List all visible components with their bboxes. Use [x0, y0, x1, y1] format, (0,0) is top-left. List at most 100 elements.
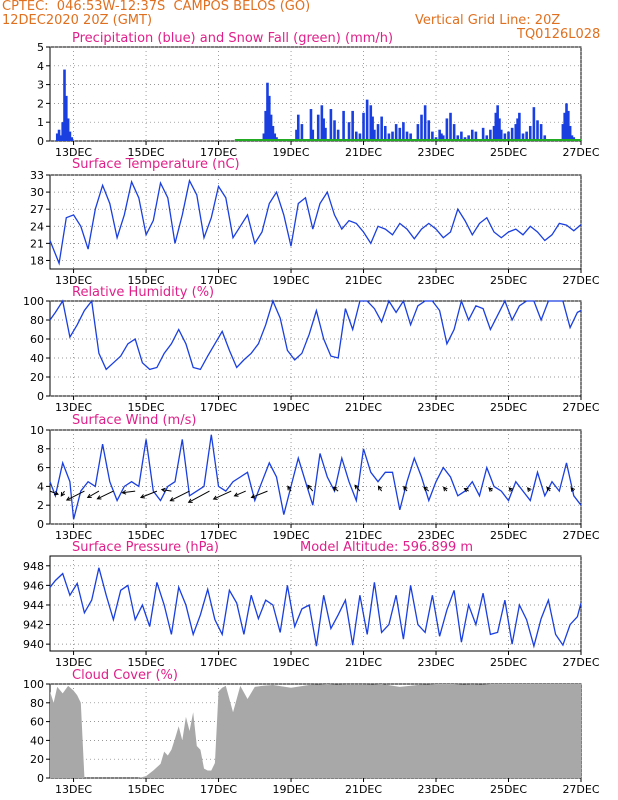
panel-3-xtick-label: 17DEC: [200, 529, 237, 542]
wind-arrow: [87, 490, 100, 498]
precip-bar: [347, 122, 351, 141]
panel-5-ytick-label: 40: [30, 734, 44, 747]
precip-bar: [416, 124, 420, 141]
wind-arrow-head: [53, 490, 59, 496]
panel-1-ytick-label: 33: [30, 169, 44, 182]
precip-bar: [269, 114, 273, 141]
precip-bar: [402, 122, 405, 141]
panel-4-annotation: Model Altitude: 596.899 m: [300, 540, 473, 555]
wind-arrow: [307, 485, 314, 492]
panel-2-ytick-label: 0: [37, 390, 44, 403]
precip-bar: [440, 133, 443, 141]
panel-3-ytick-label: 10: [30, 424, 44, 437]
panel-1-xtick-label: 19DEC: [272, 274, 309, 287]
precip-bar: [358, 133, 362, 141]
precip-bar: [68, 131, 72, 141]
precip-bar: [351, 110, 354, 141]
precip-bar: [532, 107, 536, 141]
precip-bar: [63, 69, 66, 141]
precip-bar: [496, 105, 499, 141]
precip-bar: [460, 131, 463, 141]
panel-0-ytick-label: 0: [37, 135, 44, 148]
panel-5-ytick-label: 20: [30, 753, 44, 766]
panel-1-xtick-label: 21DEC: [345, 274, 382, 287]
panel-2-xtick-label: 13DEC: [55, 401, 92, 414]
precip-bar: [568, 125, 572, 141]
panel-5-xtick-label: 17DEC: [200, 783, 237, 796]
panel-2-xtick-label: 19DEC: [272, 401, 309, 414]
precip-bar: [391, 131, 394, 141]
panel-4-ytick-label: 942: [23, 619, 44, 632]
precip-bar: [373, 129, 376, 141]
panel-2-xtick-label: 27DEC: [562, 401, 599, 414]
wind-arrow: [188, 490, 210, 503]
panel-0-xtick-label: 25DEC: [490, 146, 527, 159]
panel-0-ytick-label: 5: [37, 41, 44, 54]
panel-5-xtick-label: 23DEC: [417, 783, 454, 796]
wind-arrow-head: [488, 487, 493, 492]
panel-2-xtick-label: 17DEC: [200, 401, 237, 414]
source-line: CPTEC: 046:53W-12:37S CAMPOS BELOS (GO): [2, 0, 311, 14]
panel-1-title: Surface Temperature (nC): [72, 157, 240, 172]
precip-bar: [387, 133, 391, 141]
panel-5-ytick-label: 100: [23, 678, 44, 691]
precip-bar: [266, 82, 269, 141]
precip-bar: [329, 109, 333, 141]
panel-3-xtick-label: 25DEC: [490, 529, 527, 542]
wind-arrow-head: [527, 487, 532, 492]
panel-0-title: Precipitation (blue) and Snow Fall (gree…: [72, 31, 393, 46]
wind-arrow-head: [332, 486, 338, 492]
precip-bar: [452, 124, 456, 141]
wind-arrow: [354, 485, 361, 492]
run-code: TQ0126L028: [517, 27, 601, 42]
panel-1-xtick-label: 23DEC: [417, 274, 454, 287]
wind-arrow-head: [169, 497, 175, 502]
panel-3-ytick-label: 0: [37, 518, 44, 531]
precip-bar: [510, 127, 514, 141]
cloud-cover-area: [50, 684, 581, 778]
panel-1-xtick-label: 13DEC: [55, 274, 92, 287]
precip-bar: [563, 112, 566, 141]
precip-bar: [320, 105, 324, 141]
precip-bar: [456, 135, 460, 141]
panel-4-frame: [49, 555, 582, 652]
panel-1-ytick-label: 18: [30, 254, 44, 267]
wind-arrow-head: [354, 484, 360, 490]
precip-bar: [489, 129, 492, 141]
panel-0-ytick-label: 1: [37, 116, 44, 129]
panel-2-ytick-label: 40: [30, 352, 44, 365]
panel-1-ytick-label: 27: [30, 203, 44, 216]
precip-bar: [420, 114, 423, 141]
precip-bar: [365, 99, 369, 141]
panel-5-xtick-label: 19DEC: [272, 783, 309, 796]
precip-bar: [300, 124, 304, 141]
panel-2-ytick-label: 100: [23, 295, 44, 308]
wind-arrow-head: [60, 491, 66, 497]
precip-bar: [570, 135, 574, 141]
panel-3-xtick-label: 19DEC: [272, 529, 309, 542]
panel-3-ytick-label: 6: [37, 462, 44, 475]
panel-1-ytick-label: 24: [30, 220, 44, 233]
precip-bar: [503, 133, 507, 141]
precip-bar: [394, 124, 398, 141]
wind-arrow-head: [546, 486, 551, 492]
panel-5-ytick-label: 60: [30, 716, 44, 729]
precip-bar: [518, 112, 521, 141]
precip-bar: [362, 112, 365, 141]
panel-0-xtick-label: 27DEC: [562, 146, 599, 159]
panel-1-ytick-label: 21: [30, 237, 44, 250]
panel-5-xtick-label: 25DEC: [490, 783, 527, 796]
precip-bar: [525, 131, 528, 141]
panel-5-ytick-label: 0: [37, 772, 44, 785]
wind-arrow-head: [443, 486, 448, 492]
panel-3-ytick-label: 2: [37, 499, 44, 512]
panel-1-xtick-label: 15DEC: [127, 274, 164, 287]
wind-arrow-head: [463, 487, 469, 493]
precip-bar: [66, 118, 70, 141]
precip-bar: [539, 124, 543, 141]
panel-3-ytick-label: 4: [37, 480, 44, 493]
precip-bar: [70, 137, 74, 141]
wind-arrow: [234, 490, 246, 497]
panel-0-xtick-label: 15DEC: [127, 146, 164, 159]
